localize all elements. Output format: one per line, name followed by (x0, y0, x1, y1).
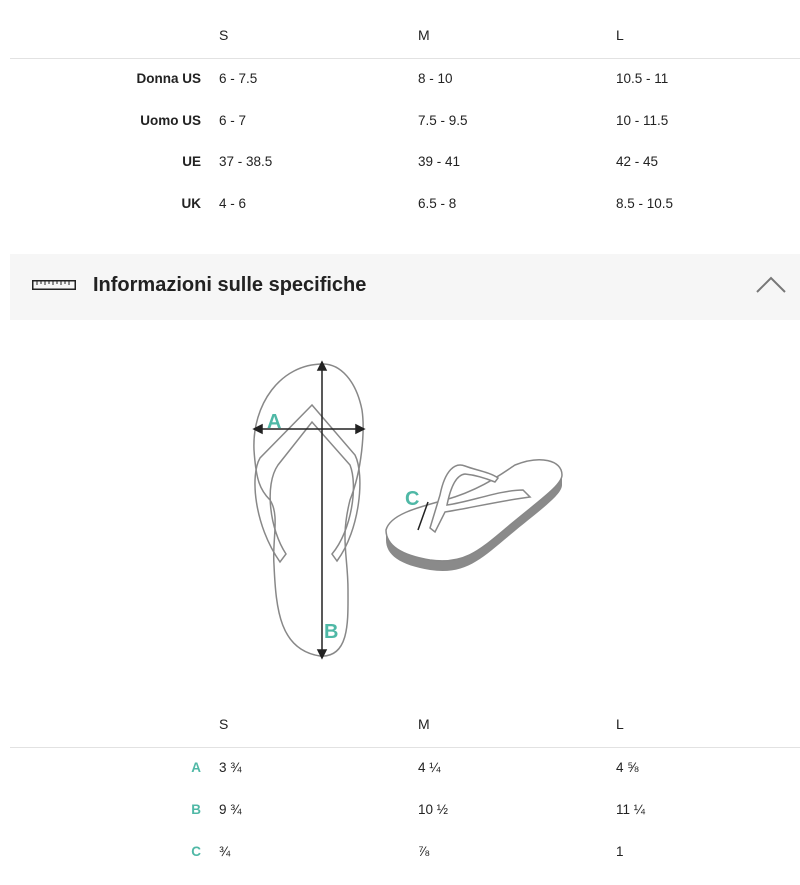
table-row: Uomo US 6 - 7 7.5 - 9.5 10 - 11.5 (0, 111, 800, 131)
row-label: Uomo US (140, 113, 201, 128)
cell: 42 - 45 (616, 154, 659, 169)
row-label: B (191, 802, 201, 817)
cell: 4 ¼ (418, 760, 441, 775)
cell: 10.5 - 11 (616, 71, 669, 86)
column-header-m: M (418, 27, 430, 43)
cell: 10 ½ (418, 802, 449, 817)
table-row: A 3 ¾ 4 ¼ 4 ⅝ (0, 758, 800, 778)
cell: 4 ⅝ (616, 760, 639, 775)
column-header-s: S (219, 27, 229, 43)
table-row: Donna US 6 - 7.5 8 - 10 10.5 - 11 (0, 69, 800, 89)
table-row: C ¾ ⅞ 1 (0, 842, 800, 862)
table-row: UK 4 - 6 6.5 - 8 8.5 - 10.5 (0, 194, 800, 214)
top-view-sandal (253, 363, 364, 657)
section-title: Informazioni sulle specifiche (93, 274, 367, 296)
ruler-icon (32, 280, 76, 290)
spec-table-header: S M L (0, 714, 800, 734)
cell: ⅞ (418, 844, 430, 859)
cell: 8 - 10 (418, 71, 453, 86)
column-header-l: L (616, 27, 624, 43)
cell: 6 - 7 (219, 113, 247, 128)
cell: 1 (616, 844, 624, 859)
chevron-up-icon[interactable] (756, 276, 786, 294)
row-label: A (191, 760, 201, 775)
cell: 6 - 7.5 (219, 71, 258, 86)
column-header-m: M (418, 716, 430, 732)
cell: ¾ (219, 844, 231, 859)
cell: 37 - 38.5 (219, 154, 273, 169)
cell: 39 - 41 (418, 154, 461, 169)
cell: 4 - 6 (219, 196, 247, 211)
cell: 10 - 11.5 (616, 113, 669, 128)
divider (10, 58, 800, 59)
label-c: C (405, 488, 419, 510)
label-a: A (267, 411, 281, 433)
row-label: Donna US (136, 71, 201, 86)
measure-arrows (252, 360, 366, 660)
size-table-header: S M L (0, 25, 800, 45)
table-row: UE 37 - 38.5 39 - 41 42 - 45 (0, 152, 800, 172)
label-b: B (324, 621, 338, 643)
cell: 11 ¼ (616, 802, 646, 817)
cell: 3 ¾ (219, 760, 242, 775)
spec-section-header[interactable]: Informazioni sulle specifiche (10, 254, 800, 320)
side-view-sandal (385, 459, 563, 571)
cell: 8.5 - 10.5 (616, 196, 674, 211)
row-label: UE (182, 154, 201, 169)
row-label: UK (181, 196, 202, 211)
row-label: C (191, 844, 201, 859)
cell: 7.5 - 9.5 (418, 113, 468, 128)
cell: 9 ¾ (219, 802, 242, 817)
column-header-l: L (616, 716, 624, 732)
flip-flop-diagram: A B C (252, 360, 563, 660)
table-row: B 9 ¾ 10 ½ 11 ¼ (0, 800, 800, 820)
cell: 6.5 - 8 (418, 196, 457, 211)
divider (10, 747, 800, 748)
column-header-s: S (219, 716, 229, 732)
